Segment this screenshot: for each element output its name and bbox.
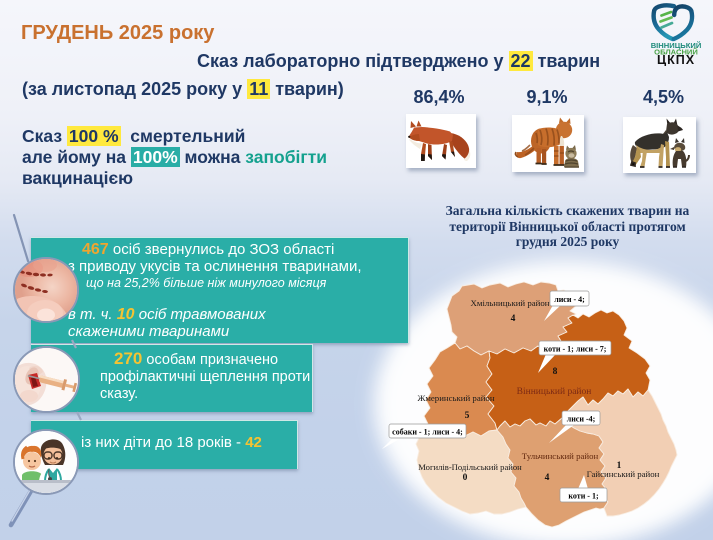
svg-text:Гайсинський район: Гайсинський район — [587, 469, 660, 479]
svg-text:Хмільницький район: Хмільницький район — [471, 298, 550, 308]
svg-text:коти - 1; лиси - 7;: коти - 1; лиси - 7; — [544, 345, 607, 354]
svg-text:8: 8 — [553, 367, 558, 377]
svg-text:ВІННИЦЬКИЙ: ВІННИЦЬКИЙ — [651, 41, 702, 50]
svg-text:Жмеринський район: Жмеринський район — [417, 393, 494, 403]
svg-text:ОБЛАСНИЙ: ОБЛАСНИЙ — [654, 48, 698, 57]
svg-text:лиси - 4;: лиси - 4; — [554, 295, 585, 304]
svg-text:0: 0 — [463, 473, 468, 483]
svg-text:лиси -4;: лиси -4; — [567, 415, 596, 424]
svg-text:Тульчинський район: Тульчинський район — [522, 451, 599, 461]
svg-text:коти - 1;: коти - 1; — [568, 492, 599, 501]
svg-text:5: 5 — [465, 411, 470, 421]
svg-text:4: 4 — [545, 473, 550, 483]
svg-text:собаки - 1; лиси - 4;: собаки - 1; лиси - 4; — [392, 428, 463, 437]
svg-text:1: 1 — [617, 461, 622, 471]
svg-text:Вінницький район: Вінницький район — [517, 386, 592, 397]
svg-text:ЦКПХ: ЦКПХ — [657, 53, 695, 66]
svg-text:Могилів-Подільський район: Могилів-Подільський район — [418, 462, 522, 472]
svg-text:4: 4 — [511, 314, 516, 324]
